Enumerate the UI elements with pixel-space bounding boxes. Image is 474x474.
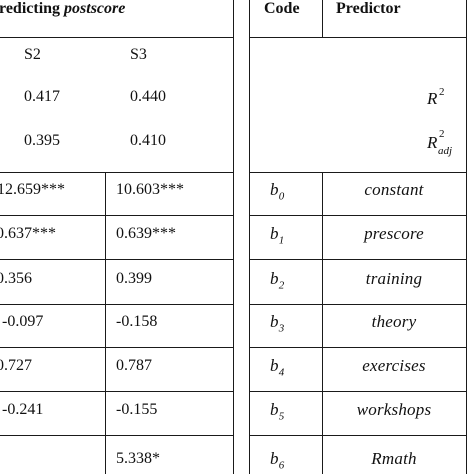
r2adj-label: R 2 adj	[427, 128, 452, 157]
coef-code: b0	[270, 180, 285, 203]
r2adj-subscript: adj	[438, 145, 453, 157]
right-fit-rule	[249, 172, 467, 173]
header-variable: postscore	[64, 0, 126, 17]
r2adj-s3: 0.410	[130, 132, 166, 149]
left-row-rule	[0, 215, 234, 216]
cell-s2: 12.659***	[0, 181, 65, 198]
right-code-divider	[322, 172, 323, 474]
cell-s3: 0.399	[116, 270, 152, 287]
cell-s2: 0.356	[0, 270, 32, 287]
cell-s3: -0.155	[116, 401, 158, 418]
predictor-name: constant	[364, 180, 424, 199]
right-row-rule	[249, 304, 467, 305]
cell-s2: 0.637***	[0, 225, 56, 242]
coef-code: b6	[270, 449, 285, 472]
cell-s3: 10.603***	[116, 181, 184, 198]
right-row-rule	[249, 391, 467, 392]
right-row-rule	[249, 259, 467, 260]
coef-code: b2	[270, 269, 285, 292]
predictor-header: Predictor	[336, 0, 401, 17]
col-header-s3: S3	[130, 46, 147, 63]
left-row-rule	[0, 304, 234, 305]
coef-code: b3	[270, 312, 285, 335]
coef-code: b1	[270, 224, 285, 247]
predictor-name: training	[365, 269, 423, 288]
right-table-right-edge	[466, 0, 467, 474]
r2adj-superscript: 2	[439, 128, 445, 140]
predictor-name: exercises	[362, 356, 426, 375]
left-row-rule	[0, 347, 234, 348]
code-header: Code	[264, 0, 300, 17]
left-col-divider	[105, 172, 106, 474]
predictor-name: prescore	[364, 224, 424, 243]
r2-s3: 0.440	[130, 88, 166, 105]
cell-s3: 0.639***	[116, 225, 176, 242]
right-row-rule	[249, 347, 467, 348]
left-row-rule	[0, 435, 234, 436]
left-table-header: redicting postscore	[0, 0, 125, 18]
left-row-rule	[0, 259, 234, 260]
predictor-name: workshops	[356, 400, 432, 419]
r2adj-s2: 0.395	[24, 132, 60, 149]
right-header-rule	[249, 37, 467, 38]
left-row-rule	[0, 391, 234, 392]
coef-code: b5	[270, 400, 285, 423]
cell-s3: 5.338*	[116, 450, 160, 467]
col-header-s2: S2	[24, 46, 41, 63]
right-row-rule	[249, 435, 467, 436]
r2-superscript: 2	[439, 86, 445, 98]
left-table-right-edge	[233, 0, 234, 474]
predictor-name: Rmath	[371, 449, 417, 468]
predictor-name: theory	[371, 312, 417, 331]
right-table-left-edge	[249, 0, 250, 474]
cell-s2: -0.097	[2, 313, 44, 330]
header-prefix: redicting	[0, 0, 65, 17]
left-fit-rule	[0, 172, 234, 173]
cell-s2: 0.727	[0, 357, 32, 374]
left-header-rule	[0, 37, 234, 38]
right-row-rule	[249, 215, 467, 216]
cell-s3: 0.787	[116, 357, 152, 374]
coef-code: b4	[270, 356, 285, 379]
cell-s3: -0.158	[116, 313, 158, 330]
r2-s2: 0.417	[24, 88, 60, 105]
right-code-divider	[322, 0, 323, 37]
cell-s2: -0.241	[2, 401, 44, 418]
